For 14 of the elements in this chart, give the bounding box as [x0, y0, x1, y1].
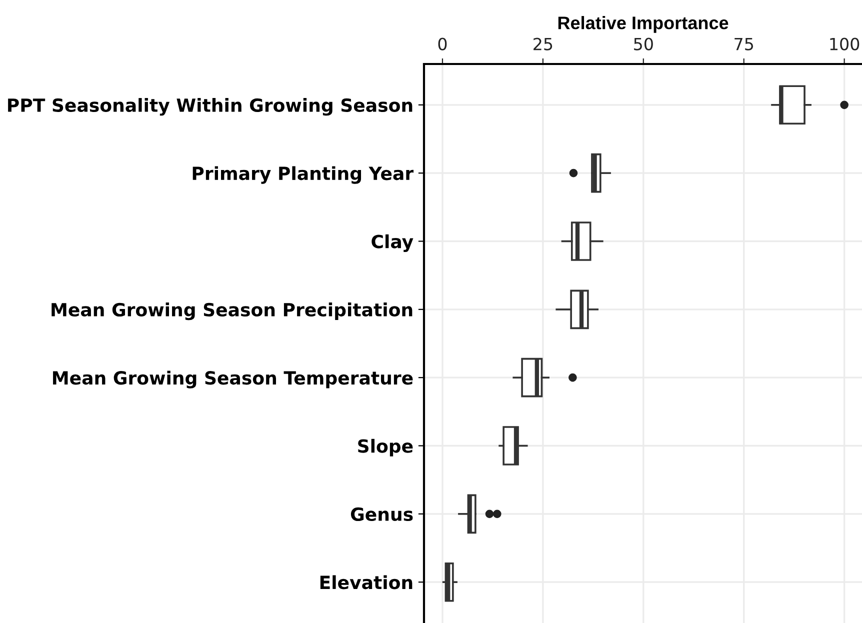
x-tick-label: 50	[634, 38, 653, 50]
y-tick-label: Genus	[350, 507, 413, 522]
y-tick-label: PPT Seasonality Within Growing Season	[8, 98, 412, 116]
x-axis-title: Relative Importance	[558, 16, 728, 33]
y-tick-label: Mean Growing Season Temperature	[53, 370, 413, 388]
y-tick-label: Mean Growing Season Precipitation	[52, 302, 412, 320]
y-tick-label: Elevation	[320, 575, 412, 590]
y-tick-label: Slope	[358, 438, 413, 456]
x-tick-label: 25	[534, 38, 552, 50]
y-tick-label: Primary Planting Year	[192, 166, 414, 184]
x-tick-label: 100	[830, 38, 860, 50]
x-tick-label: 0	[438, 38, 447, 50]
x-tick-label: 75	[734, 38, 754, 50]
y-tick-label: Clay	[372, 234, 414, 252]
